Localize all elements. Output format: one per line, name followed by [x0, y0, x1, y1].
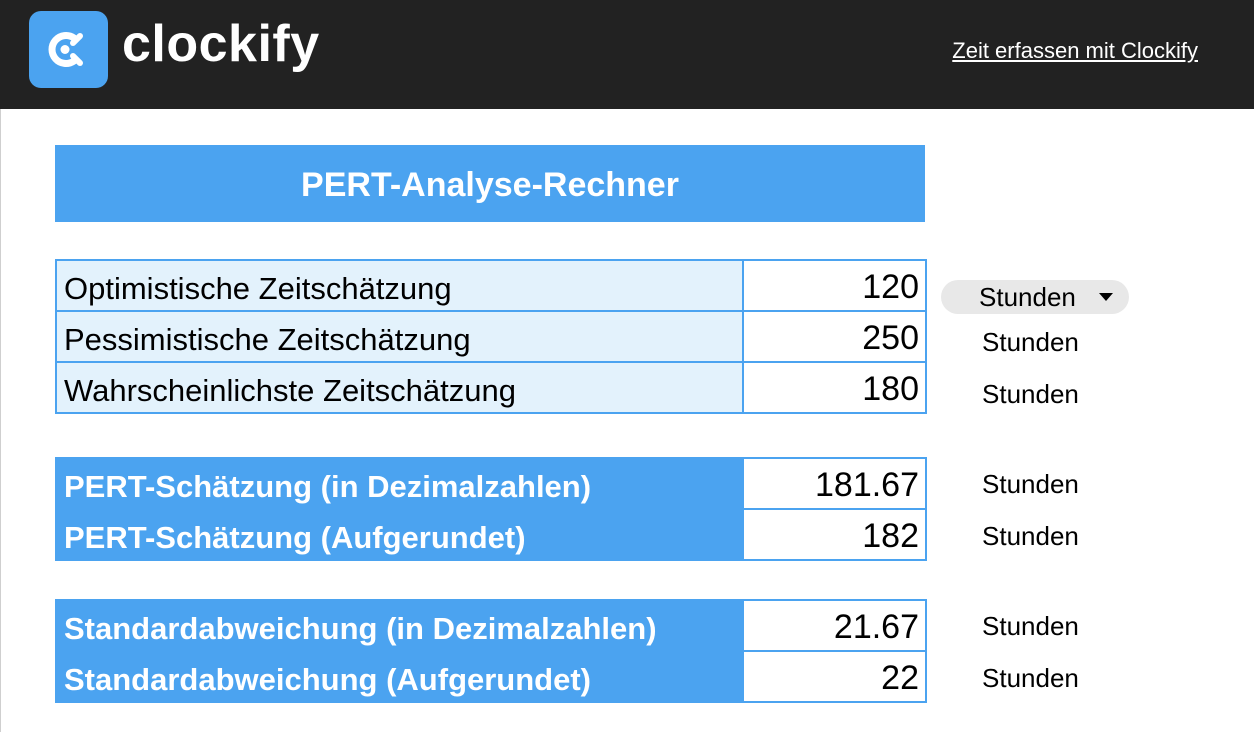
clockify-logo-icon [29, 11, 108, 88]
calculator-title: PERT-Analyse-Rechner [55, 145, 925, 222]
most-likely-label: Wahrscheinlichste Zeitschätzung [55, 361, 744, 414]
unit-dropdown[interactable]: Stunden [941, 280, 1129, 314]
pessimistic-label: Pessimistische Zeitschätzung [55, 310, 744, 363]
pert-decimal-label: PERT-Schätzung (in Dezimalzahlen) [55, 457, 744, 510]
top-header: clockify Zeit erfassen mit Clockify [0, 0, 1254, 109]
caret-down-icon [1099, 293, 1113, 301]
std-decimal-label: Standardabweichung (in Dezimalzahlen) [55, 599, 744, 652]
table-row: Wahrscheinlichste Zeitschätzung 180 [55, 361, 927, 414]
optimistic-input[interactable]: 120 [742, 259, 927, 312]
most-likely-input[interactable]: 180 [742, 361, 927, 414]
pert-rounded-label: PERT-Schätzung (Aufgerundet) [55, 508, 744, 561]
unit-label: Stunden [982, 611, 1079, 641]
pessimistic-input[interactable]: 250 [742, 310, 927, 363]
table-row: Standardabweichung (in Dezimalzahlen) 21… [55, 599, 927, 652]
unit-label: Stunden [982, 521, 1079, 551]
unit-label: Stunden [982, 663, 1079, 693]
std-decimal-value: 21.67 [742, 599, 927, 652]
std-rounded-value: 22 [742, 650, 927, 703]
unit-label: Stunden [982, 379, 1079, 409]
std-table: Standardabweichung (in Dezimalzahlen) 21… [55, 599, 927, 703]
track-time-link[interactable]: Zeit erfassen mit Clockify [952, 38, 1198, 63]
unit-label: Stunden [982, 469, 1079, 499]
input-table: Optimistische Zeitschätzung 120 Pessimis… [55, 259, 927, 414]
sheet-left-border [0, 109, 1, 732]
table-row: PERT-Schätzung (in Dezimalzahlen) 181.67 [55, 457, 927, 510]
unit-dropdown-value: Stunden [979, 282, 1076, 312]
pert-rounded-value: 182 [742, 508, 927, 561]
table-row: Pessimistische Zeitschätzung 250 [55, 310, 927, 363]
brand-name: clockify [122, 15, 320, 73]
optimistic-label: Optimistische Zeitschätzung [55, 259, 744, 312]
table-row: PERT-Schätzung (Aufgerundet) 182 [55, 508, 927, 561]
table-row: Optimistische Zeitschätzung 120 [55, 259, 927, 312]
pert-decimal-value: 181.67 [742, 457, 927, 510]
unit-label: Stunden [982, 327, 1079, 357]
table-row: Standardabweichung (Aufgerundet) 22 [55, 650, 927, 703]
pert-table: PERT-Schätzung (in Dezimalzahlen) 181.67… [55, 457, 927, 561]
std-rounded-label: Standardabweichung (Aufgerundet) [55, 650, 744, 703]
